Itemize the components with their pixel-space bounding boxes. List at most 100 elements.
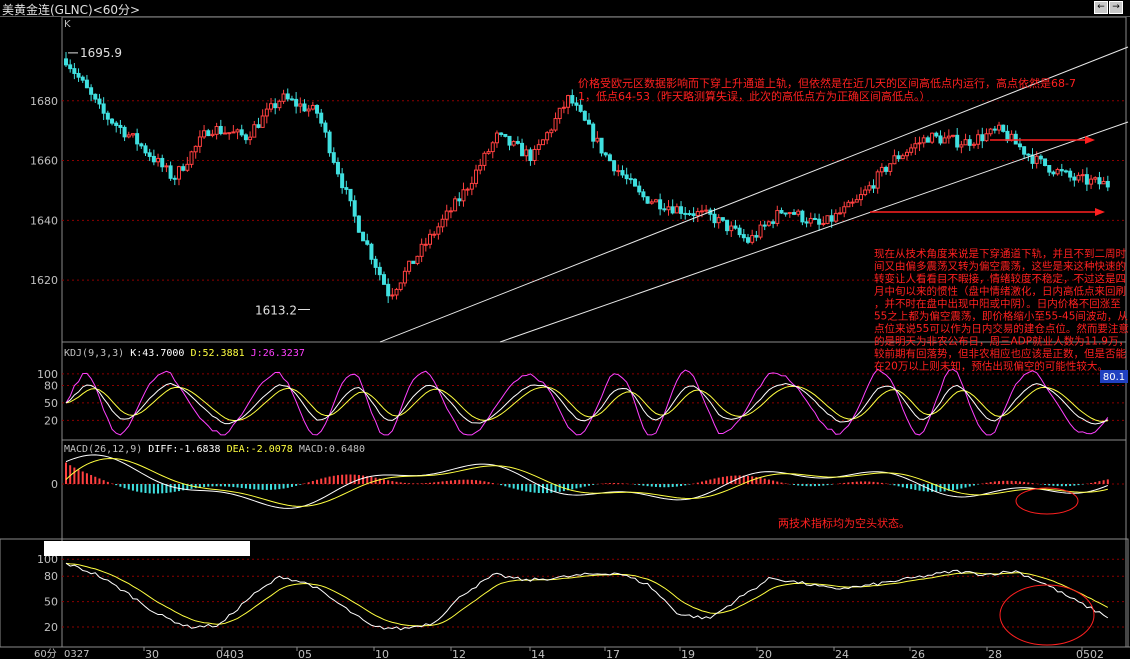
candle-body (461, 189, 466, 202)
lower-header-masked (44, 541, 250, 556)
candle-body (248, 136, 253, 141)
candle-body (80, 76, 85, 81)
candle-body (796, 210, 801, 215)
channel-upper-line (379, 46, 1129, 343)
macd-diff-line (65, 454, 1109, 509)
macd-annotation: 两技术指标均为空头状态。 (778, 516, 910, 530)
candle-body (921, 137, 926, 144)
candle-body (72, 68, 77, 74)
price-tick-label: 1640 (30, 214, 58, 227)
kdj-j-line (65, 368, 1109, 436)
candle-body (494, 132, 499, 144)
candle-body (1017, 143, 1022, 148)
candle-body (202, 130, 207, 138)
candle-body (218, 126, 223, 135)
price-annotation-right-line: 在20万以上则未知，预估出现偏空的可能性较大。 (874, 360, 1108, 373)
macd-value: MACD:0.6480 (299, 444, 365, 455)
price-annotation-top: 价格受欧元区数据影响而下穿上升通道上轨，但依然是在近几天的区间高低点内运行，高点… (578, 76, 1076, 103)
candle-body (147, 152, 152, 157)
candle-body (285, 93, 290, 100)
candle-body (762, 224, 767, 227)
scroll-right-icon[interactable]: → (1109, 1, 1123, 14)
candle-body (942, 137, 947, 144)
candle-body (214, 126, 219, 135)
macd-diff-value: DIFF:-1.6838 (148, 444, 226, 455)
candle-body (842, 206, 847, 214)
candle-body (277, 100, 282, 109)
candle-body (176, 166, 181, 180)
candle-body (679, 206, 684, 214)
candle-body (808, 217, 813, 224)
candle-body (386, 283, 391, 297)
candle-body (444, 210, 449, 220)
candle-body (135, 133, 140, 145)
candle-body (720, 217, 725, 221)
candle-body (118, 124, 123, 128)
chart-area[interactable]: 1620164016601680K1695.91613.2205080100KD… (0, 17, 1130, 659)
candle-body (670, 206, 675, 214)
scroll-left-icon[interactable]: ← (1094, 1, 1108, 14)
candle-body (779, 210, 784, 214)
candle-body (758, 224, 763, 238)
price-tick-label: 1660 (30, 155, 58, 168)
candle-body (89, 87, 94, 95)
candle-body (503, 133, 508, 137)
candle-body (181, 166, 186, 171)
kdj-params: KDJ(9,3,3) (64, 348, 130, 359)
candle-body (281, 93, 286, 102)
candle-body (725, 219, 730, 232)
candle-body (750, 235, 755, 243)
candle-body (453, 198, 458, 212)
lower-indicator-lines (65, 562, 1109, 631)
candle-body (1097, 177, 1102, 185)
candle-body (737, 227, 742, 236)
candle-body (306, 108, 311, 112)
candle-body (126, 134, 131, 138)
candle-body (365, 240, 370, 245)
candle-body (1001, 124, 1006, 132)
candle-body (394, 288, 399, 296)
kdj-header: KDJ(9,3,3) K:43.7000 D:52.3881 J:26.3237 (64, 348, 305, 359)
candle-body (695, 211, 700, 217)
candle-body (553, 118, 558, 131)
x-tick-label: 0327 (64, 649, 89, 659)
candle-body (1043, 158, 1048, 167)
price-annotation-right: 现在从技术角度来说是下穿通道下轨，并且不到二周时间又由偏多震荡又转为偏空震荡，这… (874, 247, 1129, 373)
candle-body (812, 217, 817, 220)
candle-body (599, 137, 604, 154)
candle-body (1055, 169, 1060, 175)
x-tick-label: 10 (375, 648, 389, 659)
candle-body (984, 133, 989, 142)
lower-slow-line (65, 562, 1109, 627)
candle-body (566, 95, 571, 108)
kdj-lines (65, 368, 1109, 436)
candle-body (766, 221, 771, 226)
annotations: 两技术指标均为空头状态。 价格受欧元区数据影响而下穿上升通道上轨，但依然是在近几天… (578, 76, 1129, 646)
price-annotation-right-line: 间又由偏多震荡又转为偏空震荡，这些是来这种快速的 (874, 260, 1126, 273)
x-tick-label: 17 (606, 648, 620, 659)
candle-body (1026, 153, 1031, 156)
candle-body (160, 157, 165, 168)
candle-body (110, 118, 115, 124)
candle-body (951, 134, 956, 137)
price-annotation-right-line: 的是明天为非农公布日，周三ADP就业人数为11.9万， (874, 335, 1129, 348)
period-label: 60分 (34, 648, 57, 659)
candle-body (612, 160, 617, 172)
candle-body (624, 174, 629, 180)
candle-body (528, 149, 533, 162)
kdj-tick-label: 50 (44, 397, 58, 410)
candle-body (917, 142, 922, 145)
candle-body (587, 119, 591, 125)
candle-body (243, 134, 248, 141)
candle-body (800, 210, 805, 223)
candle-body (628, 178, 633, 181)
kdj-badge-box (1100, 370, 1128, 383)
price-annotation-right-line: 现在从技术角度来说是下穿通道下轨，并且不到二周时 (874, 247, 1126, 260)
candle-body (269, 103, 274, 110)
candle-body (955, 134, 960, 148)
x-tick-label: 19 (681, 648, 695, 659)
candle-body (1076, 174, 1081, 181)
macd-header: MACD(26,12,9) DIFF:-1.6838 DEA:-2.0078 M… (64, 444, 365, 455)
price-annotation-right-line: 55之上都为偏空震荡，即价格缩小至55-45间波动，从 (874, 310, 1128, 323)
candle-body (858, 194, 863, 201)
